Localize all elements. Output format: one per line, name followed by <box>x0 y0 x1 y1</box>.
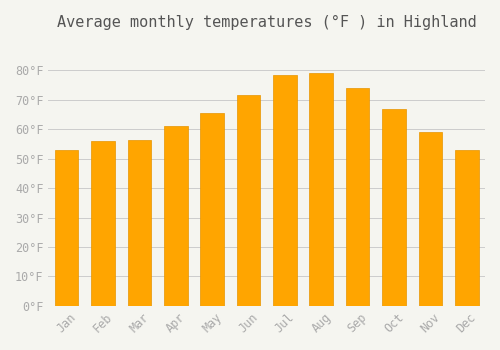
Bar <box>455 150 478 306</box>
Bar <box>382 108 406 306</box>
Bar <box>273 75 296 306</box>
Bar <box>164 126 188 306</box>
Title: Average monthly temperatures (°F ) in Highland: Average monthly temperatures (°F ) in Hi… <box>57 15 476 30</box>
Bar <box>200 113 224 306</box>
Bar <box>91 141 115 306</box>
Bar <box>236 95 260 306</box>
Bar <box>128 140 151 306</box>
Bar <box>346 88 370 306</box>
Bar <box>54 150 78 306</box>
Bar <box>418 132 442 306</box>
Bar <box>310 73 333 306</box>
